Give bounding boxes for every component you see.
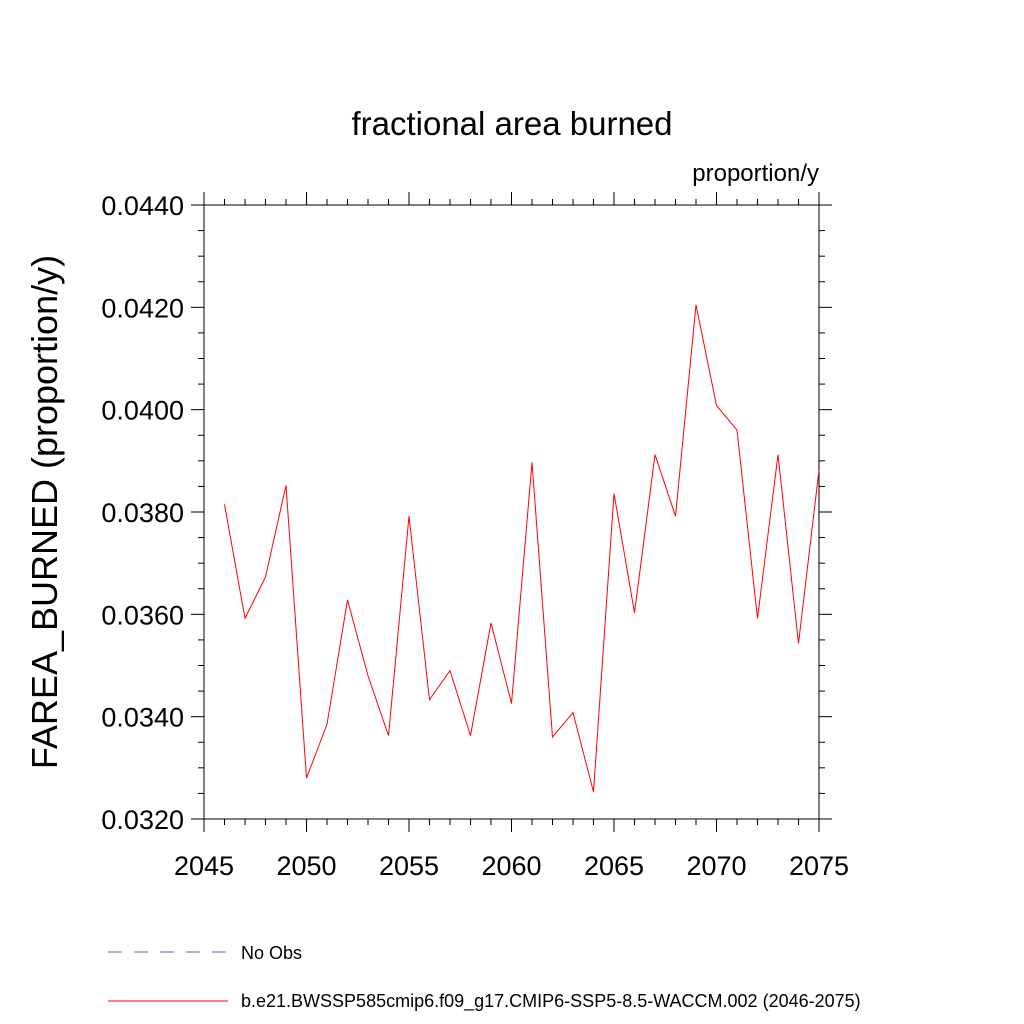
legend: No Obs b.e21.BWSSP585cmip6.f09_g17.CMIP6… — [108, 943, 861, 1012]
y-tick-label: 0.0380 — [101, 498, 184, 528]
x-tick-label: 2060 — [481, 851, 541, 881]
plot-frame — [203, 204, 820, 820]
x-tick-label: 2050 — [276, 851, 336, 881]
x-tick-label: 2075 — [789, 851, 849, 881]
y-axis: 0.0320 0.0340 0.0360 0.0380 0.0400 0.0420 0.04… — [101, 191, 832, 835]
y-tick-label: 0.0320 — [101, 805, 184, 835]
x-tick-label: 2065 — [584, 851, 644, 881]
y-tick-label: 0.0440 — [101, 191, 184, 221]
units-label: proportion/y — [692, 160, 819, 187]
series-line-0 — [224, 304, 820, 793]
y-axis-title: FAREA_BURNED (proportion/y) — [24, 255, 65, 769]
x-tick-label: 2045 — [174, 851, 234, 881]
x-axis: 2045 2050 2055 2060 2065 2070 2075 — [174, 192, 849, 881]
y-tick-label: 0.0360 — [101, 600, 184, 630]
legend-label-series: b.e21.BWSSP585cmip6.f09_g17.CMIP6-SSP5-8… — [241, 991, 861, 1012]
y-tick-label: 0.0420 — [101, 293, 184, 323]
series-layer — [224, 304, 820, 793]
legend-label-no-obs: No Obs — [241, 943, 302, 963]
chart-title: fractional area burned — [351, 105, 672, 142]
y-tick-label: 0.0400 — [101, 396, 184, 426]
y-tick-label: 0.0340 — [101, 703, 184, 733]
x-tick-label: 2070 — [686, 851, 746, 881]
x-tick-label: 2055 — [379, 851, 439, 881]
